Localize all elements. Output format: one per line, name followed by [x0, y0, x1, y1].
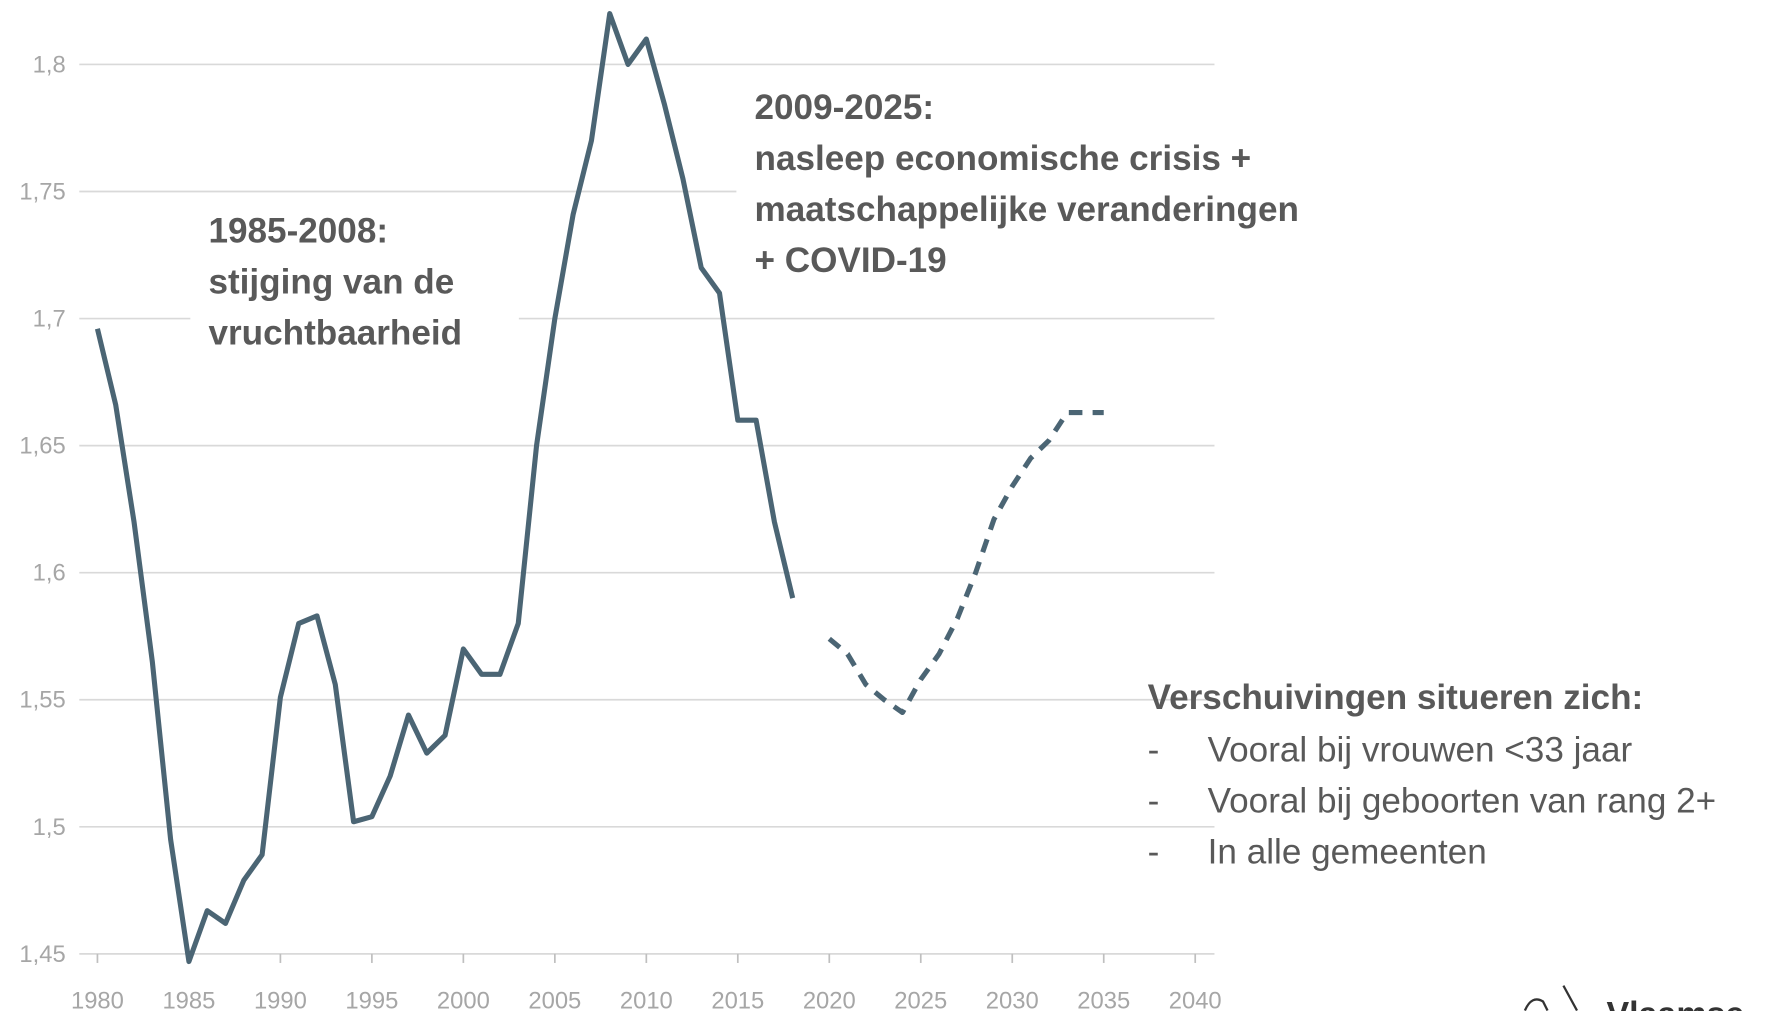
annotation: + COVID-19 — [755, 241, 947, 280]
annotation: 1985-2008: — [208, 211, 388, 250]
annotation: maatschappelijke veranderingen — [755, 190, 1299, 229]
x-tick-label: 1990 — [254, 987, 307, 1011]
annotation-bg — [190, 192, 519, 352]
x-tick-label: 2020 — [803, 987, 856, 1011]
y-tick-label: 1,55 — [19, 687, 65, 714]
y-tick-label: 1,8 — [33, 51, 66, 78]
x-tick-label: 1980 — [71, 987, 124, 1011]
notes-heading: Verschuivingen situeren zich: — [1148, 678, 1644, 717]
annotation: 2009-2025: — [755, 88, 935, 127]
y-tick-label: 1,5 — [33, 814, 66, 841]
x-tick-label: 2035 — [1077, 987, 1130, 1011]
annotation: vruchtbaarheid — [208, 313, 462, 352]
logo-text: Vlaamse — [1606, 995, 1744, 1011]
x-tick-label: 2005 — [528, 987, 581, 1011]
note-item: In alle gemeenten — [1208, 832, 1487, 871]
y-tick-label: 1,7 — [33, 305, 66, 332]
y-tick-label: 1,65 — [19, 433, 65, 460]
logo-mark — [1523, 985, 1578, 1011]
bullet: - — [1148, 832, 1160, 871]
y-tick-label: 1,75 — [19, 178, 65, 205]
series-line — [827, 410, 1104, 716]
note-item: Vooral bij vrouwen <33 jaar — [1208, 730, 1633, 769]
x-tick-label: 1985 — [162, 987, 215, 1011]
x-tick-label: 2040 — [1169, 987, 1222, 1011]
y-tick-label: 1,6 — [33, 560, 66, 587]
bullet: - — [1148, 781, 1160, 820]
annotation-bg — [736, 67, 1332, 284]
x-tick-label: 2015 — [711, 987, 764, 1011]
x-tick-label: 2025 — [894, 987, 947, 1011]
x-tick-label: 2010 — [620, 987, 673, 1011]
note-item: Vooral bij geboorten van rang 2+ — [1208, 781, 1717, 820]
annotation: nasleep economische crisis + — [755, 139, 1252, 178]
series-line — [94, 11, 796, 965]
bullet: - — [1148, 730, 1160, 769]
x-tick-label: 2030 — [986, 987, 1039, 1011]
x-tick-label: 2000 — [437, 987, 490, 1011]
annotation: stijging van de — [208, 262, 454, 301]
y-tick-label: 1,45 — [19, 941, 65, 968]
x-tick-label: 1995 — [345, 987, 398, 1011]
